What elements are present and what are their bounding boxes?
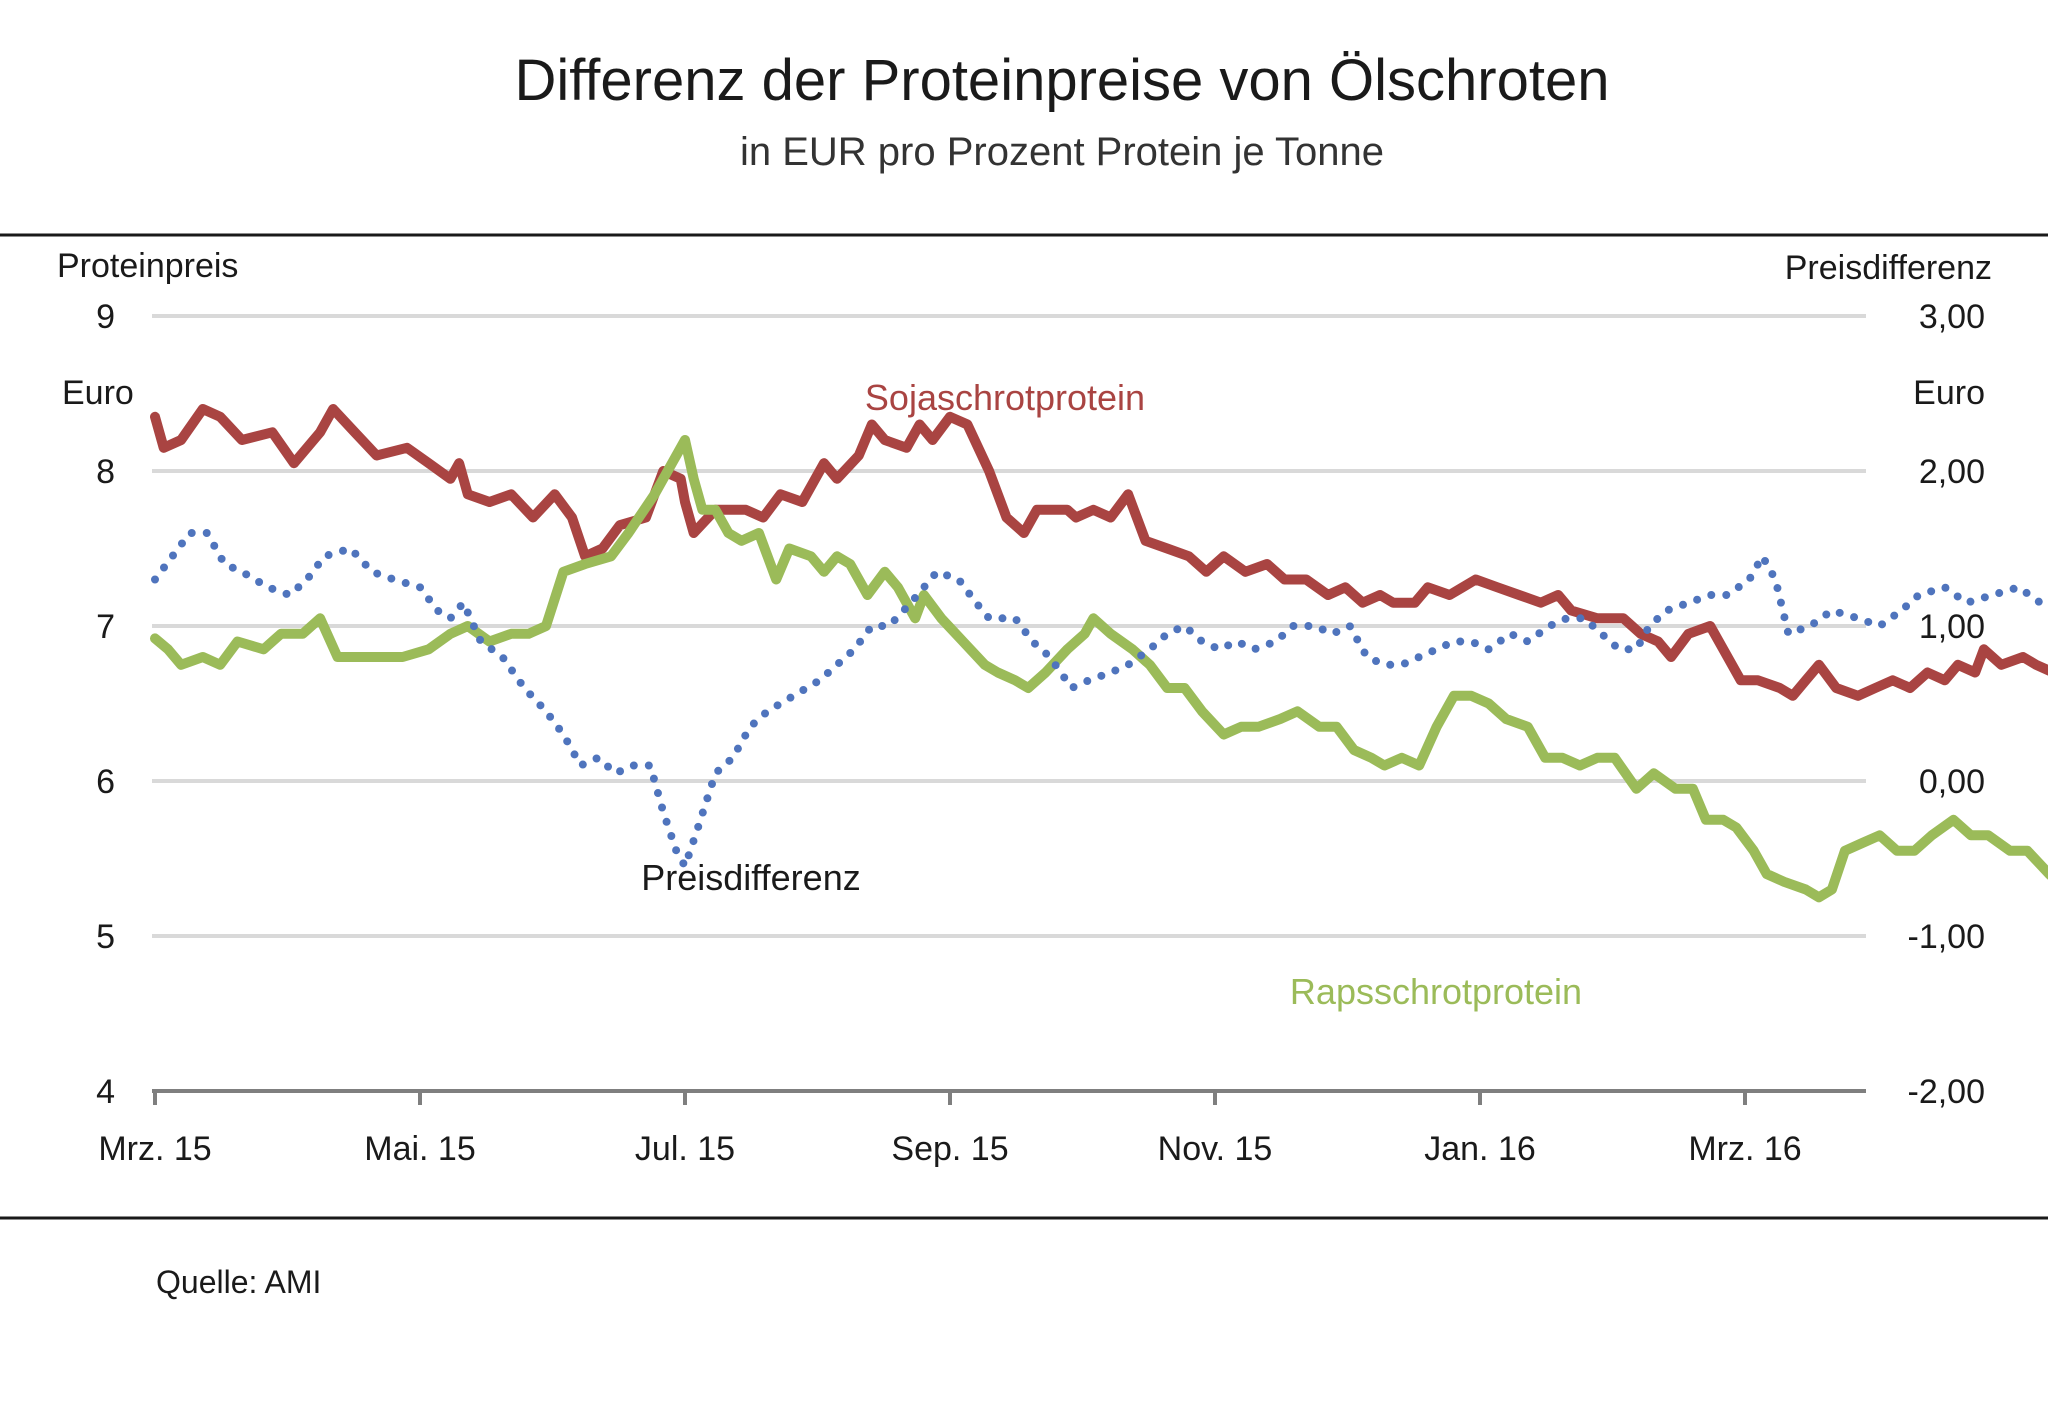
x-tick-label: Mrz. 15 bbox=[98, 1130, 211, 1168]
series-line-rapsschrotprotein bbox=[150, 435, 2048, 903]
right-y-tick-label: -1,00 bbox=[1908, 918, 1986, 956]
x-axis: Mrz. 15 Mai. 15 Jul. 15 Sep. 15 Nov. 15 Jan. … bbox=[98, 1089, 1866, 1168]
chart-title: Differenz der Proteinpreise von Ölschrot… bbox=[514, 48, 1609, 113]
left-axis-unit: Euro bbox=[62, 374, 134, 412]
left-y-tick-label: 7 bbox=[96, 608, 115, 646]
right-y-tick-label: 1,00 bbox=[1919, 608, 1985, 646]
left-y-tick-labels: 4 5 6 7 8 9 bbox=[96, 298, 115, 1111]
left-y-tick-label: 8 bbox=[96, 453, 115, 491]
left-y-tick-label: 6 bbox=[96, 763, 115, 801]
x-tick-label: Sep. 15 bbox=[891, 1130, 1008, 1168]
series-line-sojaschrotprotein bbox=[150, 404, 2048, 701]
left-y-tick-label: 5 bbox=[96, 918, 115, 956]
x-tick-label: Mai. 15 bbox=[364, 1130, 476, 1168]
x-tick-label: Jan. 16 bbox=[1424, 1130, 1536, 1168]
label-preisdifferenz: Preisdifferenz bbox=[641, 857, 860, 898]
source-note: Quelle: AMI bbox=[156, 1264, 321, 1300]
right-y-tick-label: -2,00 bbox=[1908, 1073, 1986, 1111]
chart-subtitle: in EUR pro Prozent Protein je Tonne bbox=[740, 130, 1384, 174]
label-rapsschrotprotein: Rapsschrotprotein bbox=[1290, 971, 1582, 1012]
right-axis-title: Preisdifferenz bbox=[1785, 249, 1992, 287]
left-y-tick-label: 9 bbox=[96, 298, 115, 336]
x-tick-label: Mrz. 16 bbox=[1688, 1130, 1801, 1168]
left-axis-title: Proteinpreis bbox=[57, 247, 238, 285]
left-y-tick-label: 4 bbox=[96, 1073, 115, 1111]
right-axis-unit: Euro bbox=[1913, 374, 1985, 412]
x-tick-label: Jul. 15 bbox=[635, 1130, 735, 1168]
x-tick-label: Nov. 15 bbox=[1158, 1130, 1273, 1168]
right-y-tick-label: 0,00 bbox=[1919, 763, 1985, 801]
series-line-preisdifferenz bbox=[151, 529, 2048, 871]
label-sojaschrotprotein: Sojaschrotprotein bbox=[865, 377, 1145, 418]
series-lines bbox=[150, 404, 2048, 903]
right-y-tick-label: 2,00 bbox=[1919, 453, 1985, 491]
right-y-tick-label: 3,00 bbox=[1919, 298, 1985, 336]
right-y-tick-labels: -2,00 -1,00 0,00 1,00 2,00 3,00 bbox=[1908, 298, 1986, 1111]
